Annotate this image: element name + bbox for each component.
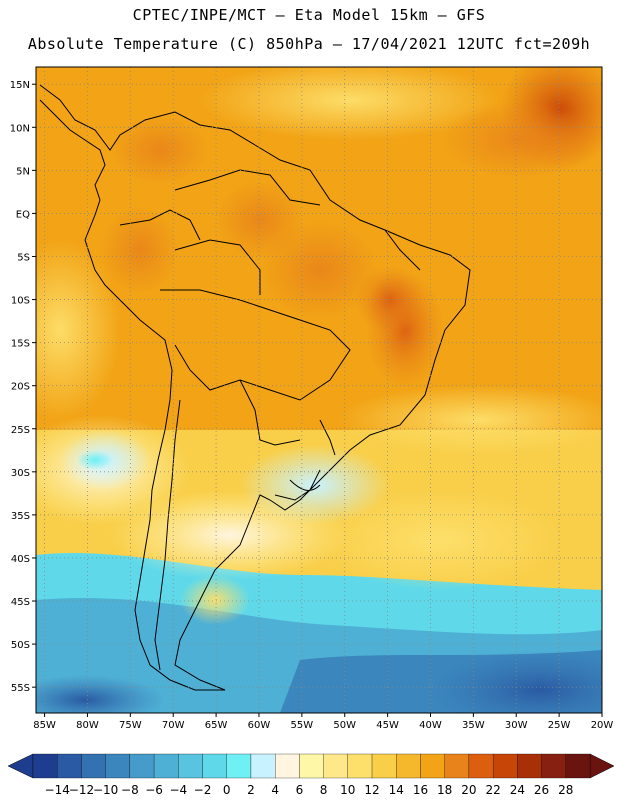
lon-label: 35W (462, 720, 485, 731)
legend-swatch (275, 753, 300, 779)
legend-tick-label: 12 (364, 783, 379, 797)
lon-label: 75W (119, 720, 142, 731)
lon-label: 55W (291, 720, 314, 731)
legend-tick-label: 28 (558, 783, 573, 797)
legend-arrow-high (589, 753, 615, 779)
lat-label: 10S (11, 296, 30, 307)
legend-swatch (517, 753, 542, 779)
legend-tick-label: 16 (413, 783, 428, 797)
legend-tick-label: 2 (247, 783, 255, 797)
longitude-axis: 85W 80W 75W 70W 65W 60W 55W 50W 45W 40W 35W 30W 25W 2… (33, 713, 613, 731)
lat-label: 5S (17, 252, 30, 263)
lat-label: EQ (16, 209, 30, 220)
legend-swatch (299, 753, 324, 779)
legend-swatch (178, 753, 203, 779)
legend-swatch (32, 753, 58, 779)
legend-swatch (492, 753, 518, 779)
lat-label: 25S (11, 425, 30, 436)
legend-swatch (420, 753, 445, 779)
legend-tick-label: 8 (320, 783, 328, 797)
lat-label: 15N (10, 80, 30, 91)
legend-tick-label: −8 (121, 783, 139, 797)
lon-label: 80W (76, 720, 99, 731)
lat-label: 30S (11, 468, 30, 479)
map-title-line2: Absolute Temperature (C) 850hPa – 17/04/… (27, 35, 591, 53)
temperature-field (36, 67, 602, 713)
lon-label: 25W (548, 720, 571, 731)
legend-swatch (468, 753, 494, 779)
lat-label: 35S (11, 511, 30, 522)
legend-swatch (81, 753, 106, 779)
lon-label: 70W (162, 720, 185, 731)
lon-label: 50W (333, 720, 356, 731)
legend-tick-label: 26 (534, 783, 549, 797)
legend-swatch (565, 753, 591, 779)
legend-swatch (371, 753, 397, 779)
lat-label: 20S (11, 382, 30, 393)
lon-label: 85W (33, 720, 56, 731)
legend-tick-label: −10 (93, 783, 118, 797)
lat-label: 10N (10, 123, 30, 134)
lat-label: 55S (11, 683, 30, 694)
legend-tick-label: 24 (510, 783, 525, 797)
lat-label: 40S (11, 554, 30, 565)
legend-tick-label: −12 (69, 783, 94, 797)
legend-swatch (57, 753, 82, 779)
plot-frame (35, 66, 603, 714)
legend-tick-label: 18 (437, 783, 452, 797)
lat-label: 50S (11, 640, 30, 651)
legend-swatch (347, 753, 373, 779)
legend-arrow-low (7, 753, 34, 779)
legend-swatch (250, 753, 276, 779)
legend-swatch (202, 753, 227, 779)
legend-swatch (444, 753, 470, 779)
legend-swatch (105, 753, 131, 779)
legend-swatch (153, 753, 179, 779)
legend-tick-label: 4 (271, 783, 279, 797)
lon-label: 20W (591, 720, 614, 731)
legend-tick-label: −14 (45, 783, 70, 797)
lat-label: 45S (11, 597, 30, 608)
legend-swatch (226, 753, 252, 779)
lon-label: 45W (376, 720, 399, 731)
legend-swatch (396, 753, 421, 779)
legend-tick-label: −6 (145, 783, 163, 797)
legend-tick-label: 22 (485, 783, 500, 797)
lon-label: 60W (248, 720, 271, 731)
legend-tick-label: 0 (223, 783, 231, 797)
map-title-line1: CPTEC/INPE/MCT – Eta Model 15km – GFS (132, 6, 486, 24)
legend-tick-label: 20 (461, 783, 476, 797)
latitude-axis: 15N 10N 5N EQ 5S 10S 15S 20S 25S 30S 35S 40S 45S 50S 5… (10, 80, 36, 694)
lon-label: 30W (505, 720, 528, 731)
legend-swatch (129, 753, 155, 779)
lon-label: 65W (205, 720, 228, 731)
legend-tick-label: 10 (340, 783, 355, 797)
lon-label: 40W (419, 720, 442, 731)
legend-swatch (323, 753, 348, 779)
lat-label: 15S (11, 339, 30, 350)
legend-swatch (541, 753, 566, 779)
legend-tick-label: −2 (194, 783, 212, 797)
lat-label: 5N (16, 166, 30, 177)
legend-tick-label: −4 (169, 783, 187, 797)
legend-tick-label: 14 (389, 783, 404, 797)
legend-tick-label: 6 (296, 783, 304, 797)
country-borders (39, 84, 471, 691)
